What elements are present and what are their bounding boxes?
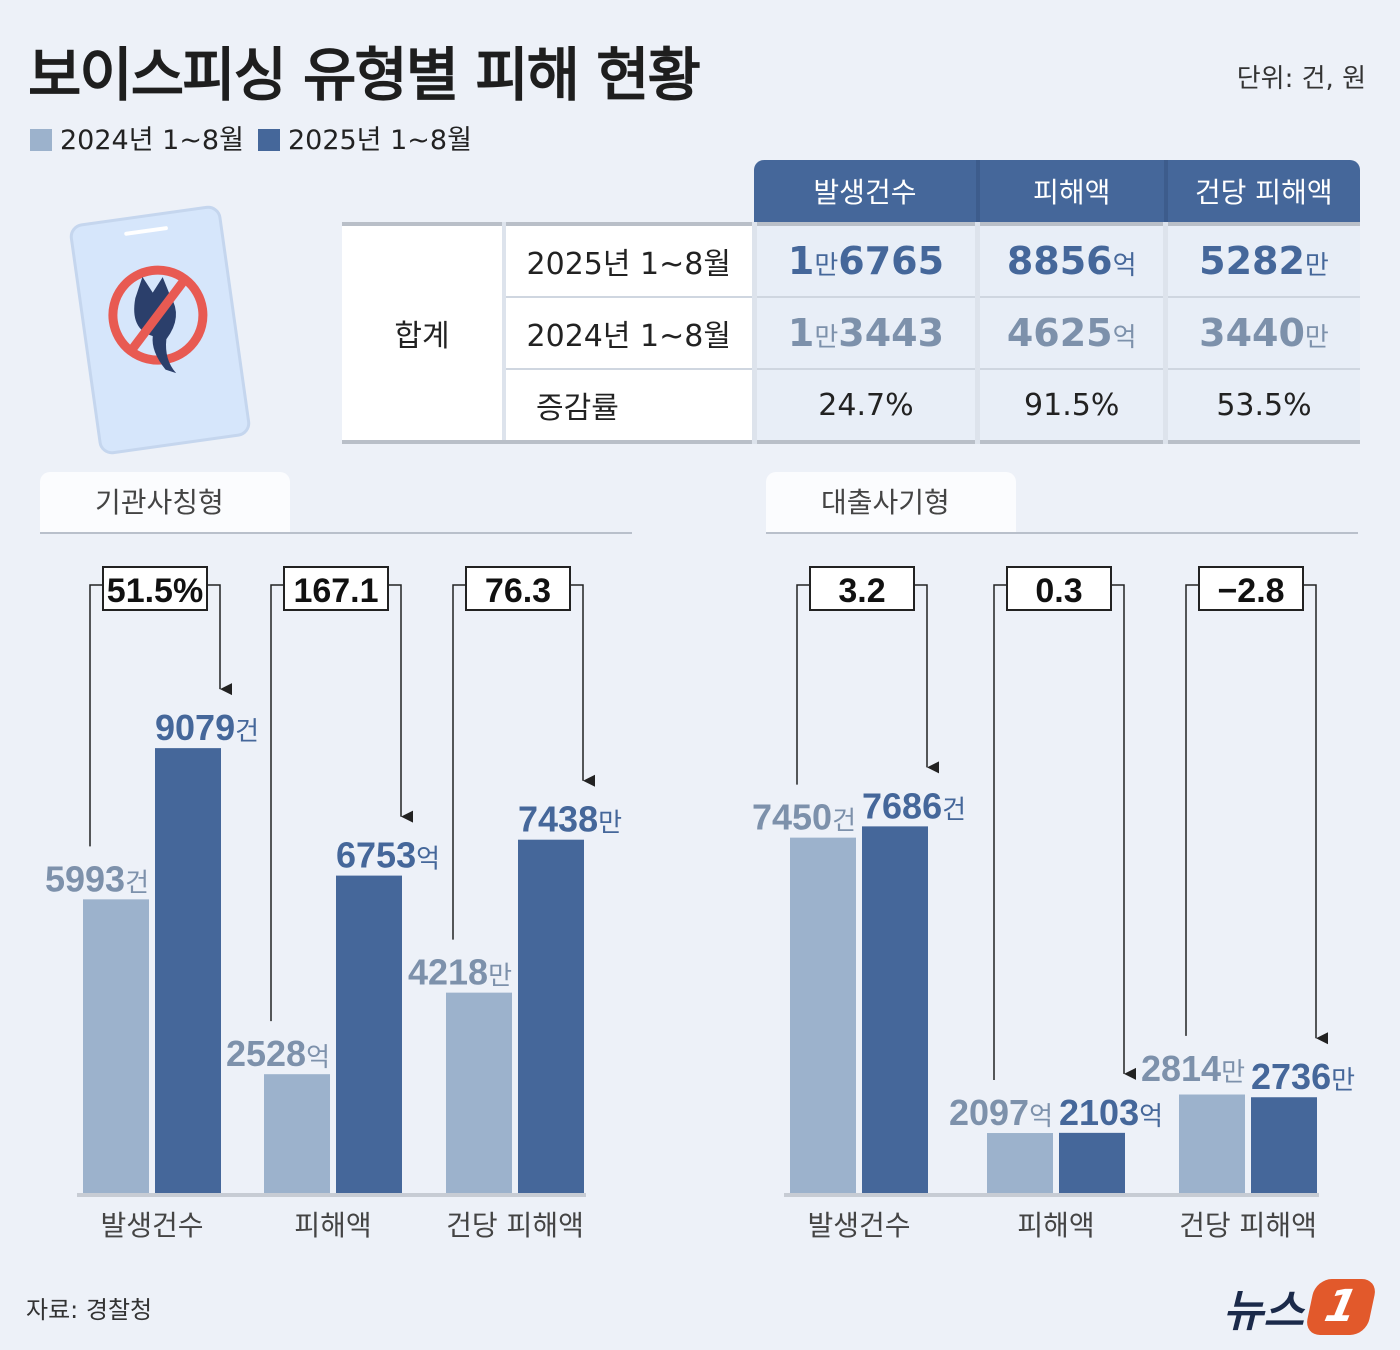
cell: 1만3443	[751, 297, 978, 370]
bar	[862, 826, 928, 1193]
cell: 53.5%	[1163, 369, 1360, 444]
legend-item-2024: 2024년 1~8월	[30, 118, 244, 157]
data-label: 5993건	[45, 858, 149, 899]
legend-label: 2024년 1~8월	[60, 125, 244, 156]
change-box	[809, 566, 915, 611]
change-box	[465, 566, 571, 611]
summary-table: 발생건수 피해액 건당 피해액 합계 2025년 1~8월 1만6765 885…	[342, 160, 1360, 444]
baseline	[784, 1193, 1319, 1197]
category-label: 건당 피해액	[446, 1209, 584, 1242]
change-box	[283, 566, 389, 611]
bracket-arrow	[206, 584, 232, 696]
phone-scam-icon	[69, 205, 251, 455]
source: 자료: 경찰청	[26, 1296, 153, 1324]
cell: 5282만	[1163, 224, 1360, 298]
bar	[987, 1133, 1053, 1193]
panel-title: 대출사기형	[766, 472, 1016, 532]
cell: 91.5%	[975, 369, 1166, 444]
row-label: 2024년 1~8월	[504, 297, 754, 370]
data-label: 2528억	[226, 1033, 330, 1074]
bracket-line	[89, 584, 104, 847]
bracket-line	[270, 584, 285, 1022]
bracket-arrow	[569, 584, 595, 787]
data-label: 7450건	[752, 797, 856, 838]
category-label: 피해액	[294, 1209, 371, 1242]
bracket-arrow	[1302, 584, 1328, 1045]
category-label: 발생건수	[807, 1209, 910, 1242]
data-label: 2097억	[949, 1092, 1053, 1133]
category-label: 피해액	[1017, 1209, 1094, 1242]
change-label: −2.8	[1217, 572, 1284, 610]
panel-header-left: 기관사칭형	[40, 472, 632, 534]
group-label: 합계	[342, 224, 506, 444]
data-label: 9079건	[155, 707, 259, 748]
legend-swatch	[30, 129, 52, 151]
data-label: 2814만	[1141, 1048, 1245, 1089]
data-label: 7438만	[518, 799, 622, 840]
bracket-arrow	[387, 584, 413, 823]
bar	[518, 839, 584, 1193]
bar	[790, 837, 856, 1193]
legend-label: 2025년 1~8월	[287, 125, 472, 156]
cell: 24.7%	[751, 369, 978, 444]
row-label: 증감률	[504, 369, 754, 444]
data-label: 6753억	[336, 835, 440, 876]
bar	[264, 1074, 330, 1193]
bracket-arrow	[1110, 584, 1136, 1080]
data-label: 4218만	[408, 952, 512, 993]
change-box	[1006, 566, 1112, 611]
bar	[1059, 1132, 1125, 1193]
legend-item-2025: 2025년 1~8월	[257, 118, 472, 157]
bar	[83, 899, 149, 1193]
row-label: 2025년 1~8월	[504, 224, 754, 298]
header-damage: 피해액	[975, 160, 1166, 224]
change-label: 76.3	[485, 572, 551, 610]
data-label: 2736만	[1251, 1056, 1355, 1097]
unit-note: 단위: 건, 원	[1236, 64, 1366, 94]
change-label: 51.5%	[107, 572, 203, 610]
header-count: 발생건수	[754, 160, 978, 224]
bar	[1251, 1097, 1317, 1193]
bar	[446, 992, 512, 1193]
bracket-line	[796, 584, 811, 785]
bar	[155, 748, 221, 1193]
cell: 8856억	[975, 224, 1166, 298]
bracket-line	[1185, 584, 1200, 1036]
header-per-case: 건당 피해액	[1163, 160, 1360, 224]
baseline	[77, 1193, 586, 1197]
data-label: 7686건	[862, 785, 966, 826]
category-label: 발생건수	[100, 1209, 203, 1242]
change-box	[102, 566, 208, 611]
change-label: 3.2	[838, 572, 885, 610]
change-box	[1198, 566, 1304, 611]
legend-swatch	[257, 129, 280, 151]
cell: 4625억	[975, 297, 1166, 370]
category-label: 건당 피해액	[1179, 1209, 1317, 1242]
bar	[336, 875, 402, 1193]
data-label: 2103억	[1059, 1092, 1163, 1133]
cell: 1만6765	[751, 224, 978, 298]
bracket-line	[452, 584, 467, 940]
chart-title: 보이스피싱 유형별 피해 현황	[28, 41, 701, 109]
change-label: 0.3	[1035, 572, 1082, 610]
panel-header-right: 대출사기형	[766, 472, 1358, 534]
bracket-arrow	[913, 584, 939, 774]
panel-title: 기관사칭형	[40, 472, 290, 532]
bracket-line	[993, 584, 1008, 1081]
legend: 2024년 1~8월 2025년 1~8월	[30, 118, 472, 157]
bar	[1179, 1094, 1245, 1193]
change-label: 167.1	[293, 572, 378, 610]
cell: 3440만	[1163, 297, 1360, 370]
news1-logo: 뉴스 1	[1223, 1275, 1378, 1339]
